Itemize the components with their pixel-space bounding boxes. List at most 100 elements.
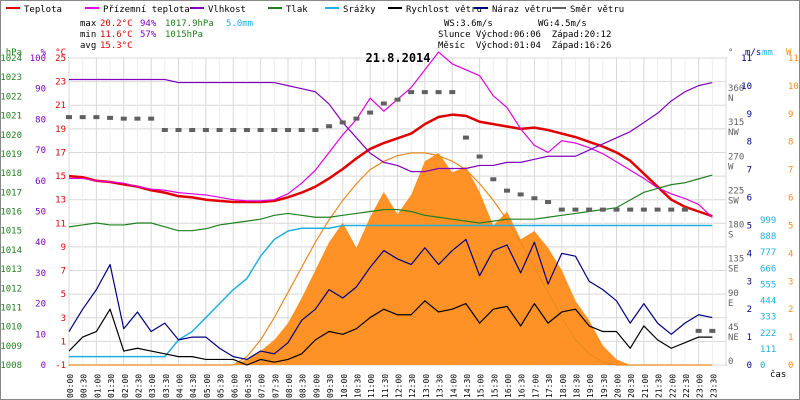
axis-hpa-tick-15: 1023 bbox=[0, 73, 22, 83]
axis-celsius-unit: °C bbox=[55, 48, 66, 58]
x-tick-9: 04:30 bbox=[189, 374, 198, 398]
x-tick-43: 21:30 bbox=[655, 374, 664, 398]
axis-direction-compass-5: SW bbox=[728, 196, 739, 206]
legend-label-3: Vlhkost bbox=[208, 5, 246, 15]
series-8-point-44 bbox=[668, 207, 675, 212]
series-8-point-39 bbox=[599, 207, 606, 212]
series-8-point-18 bbox=[312, 128, 319, 133]
series-8-point-43 bbox=[654, 207, 661, 212]
series-8-point-36 bbox=[558, 207, 565, 212]
axis-percent-tick-6: 60 bbox=[35, 177, 46, 187]
axis-w-tick-7: 7 bbox=[788, 166, 793, 176]
axis-mm-tick-5: 555 bbox=[760, 280, 776, 290]
x-tick-25: 12:30 bbox=[408, 374, 417, 398]
axis-direction-unit: ° bbox=[728, 48, 733, 58]
series-8-point-27 bbox=[435, 90, 442, 95]
axis-w-tick-11: 11 bbox=[788, 54, 799, 64]
x-tick-45: 22:30 bbox=[682, 374, 691, 398]
axis-ms-tick-11: 11 bbox=[741, 54, 752, 64]
x-tick-23: 11:30 bbox=[381, 374, 390, 398]
axis-mm-tick-4: 444 bbox=[760, 297, 776, 307]
series-8-point-37 bbox=[572, 207, 579, 212]
axis-celsius-tick-3: 5 bbox=[61, 290, 66, 300]
axis-celsius-tick-1: 1 bbox=[61, 337, 66, 347]
x-tick-29: 14:30 bbox=[463, 374, 472, 398]
axis-mm-tick-1: 111 bbox=[760, 345, 776, 355]
axis-w-tick-3: 3 bbox=[788, 277, 793, 287]
series-8-point-5 bbox=[134, 116, 141, 121]
axis-ms-tick-9: 9 bbox=[747, 110, 752, 120]
stats-min-temp: 11.6°C bbox=[100, 30, 133, 40]
axis-percent-unit: % bbox=[41, 48, 47, 58]
x-tick-16: 08:00 bbox=[285, 374, 294, 398]
x-tick-20: 10:00 bbox=[340, 374, 349, 398]
x-tick-21: 10:30 bbox=[353, 374, 362, 398]
x-tick-30: 15:00 bbox=[477, 374, 486, 398]
axis-hpa-tick-2: 1010 bbox=[0, 323, 22, 333]
axis-hpa-unit: hPa bbox=[6, 48, 22, 58]
axis-direction-tick-1: 45 bbox=[728, 323, 739, 333]
axis-mm-tick-2: 222 bbox=[760, 329, 776, 339]
stats-min-label: min bbox=[80, 30, 96, 40]
right-axes: °045NE90E135SE180S225SW270W315NW360Nm/s0… bbox=[728, 48, 799, 371]
x-tick-19: 09:30 bbox=[326, 374, 335, 398]
axis-direction-tick-0: 0 bbox=[728, 357, 733, 367]
axis-celsius-tick-11: 21 bbox=[55, 101, 66, 111]
x-tick-8: 04:00 bbox=[176, 374, 185, 398]
x-tick-46: 23:00 bbox=[696, 374, 705, 398]
axis-hpa-tick-3: 1011 bbox=[0, 303, 22, 313]
axis-w-tick-1: 1 bbox=[788, 333, 793, 343]
series-8-point-14 bbox=[257, 128, 264, 133]
series-8-point-8 bbox=[175, 128, 182, 133]
stats-avg-temp: 15.3°C bbox=[100, 41, 133, 51]
axis-direction-compass-1: NE bbox=[728, 333, 739, 343]
series-8-point-32 bbox=[504, 188, 510, 193]
axis-celsius-tick-12: 23 bbox=[55, 78, 66, 88]
stats-min-hum: 57% bbox=[140, 30, 157, 40]
axis-hpa-tick-8: 1016 bbox=[0, 208, 22, 218]
series-8-point-12 bbox=[230, 128, 237, 133]
x-tick-0: 00:00 bbox=[66, 374, 75, 398]
legend-label-7: Náraz větru bbox=[492, 5, 552, 15]
axis-direction-compass-3: SE bbox=[728, 265, 739, 275]
axis-hpa-tick-11: 1019 bbox=[0, 150, 22, 160]
axis-w-tick-4: 4 bbox=[788, 249, 793, 259]
axis-celsius-tick-10: 19 bbox=[55, 125, 66, 135]
series-8-point-28 bbox=[449, 90, 456, 95]
time-axis-label: čas bbox=[770, 369, 786, 380]
axis-ms-tick-3: 3 bbox=[747, 277, 752, 287]
x-tick-14: 07:00 bbox=[258, 374, 267, 398]
axis-hpa-tick-13: 1021 bbox=[0, 112, 22, 122]
x-tick-13: 06:30 bbox=[244, 374, 253, 398]
axis-w-tick-6: 6 bbox=[788, 194, 793, 204]
axis-w-tick-2: 2 bbox=[788, 305, 793, 315]
axis-direction-compass-2: E bbox=[728, 299, 733, 309]
series-7-line bbox=[68, 238, 713, 361]
series-3-line bbox=[69, 78, 713, 173]
x-tick-26: 13:00 bbox=[422, 374, 431, 398]
axis-direction-compass-8: N bbox=[728, 94, 733, 104]
axis-ms-tick-6: 6 bbox=[747, 194, 752, 204]
series-8-point-46 bbox=[695, 328, 702, 333]
axis-direction-compass-4: S bbox=[728, 231, 733, 241]
axis-hpa-tick-9: 1017 bbox=[0, 188, 22, 198]
series-8-point-20 bbox=[339, 120, 346, 125]
x-tick-24: 12:00 bbox=[395, 374, 404, 398]
series-8-point-16 bbox=[285, 128, 291, 133]
legend: Teplota Přízemní teplota Vlhkost Tlak Srážky… bbox=[6, 5, 624, 15]
wind-wg-text: WG:4.5m/s bbox=[538, 19, 587, 29]
series-8-point-23 bbox=[380, 101, 387, 106]
x-tick-3: 01:30 bbox=[107, 374, 116, 398]
axis-percent-tick-2: 20 bbox=[35, 300, 46, 310]
axis-w-tick-8: 8 bbox=[788, 138, 793, 148]
series-8-point-9 bbox=[189, 128, 196, 133]
series-8-point-10 bbox=[202, 128, 209, 133]
axis-direction-tick-4: 180 bbox=[728, 221, 744, 231]
series-8-point-42 bbox=[640, 207, 647, 212]
x-tick-12: 06:00 bbox=[230, 374, 239, 398]
plot-area bbox=[66, 51, 727, 366]
axis-celsius-tick-2: 3 bbox=[61, 314, 66, 324]
stats-max-press: 1017.9hPa bbox=[165, 19, 214, 29]
